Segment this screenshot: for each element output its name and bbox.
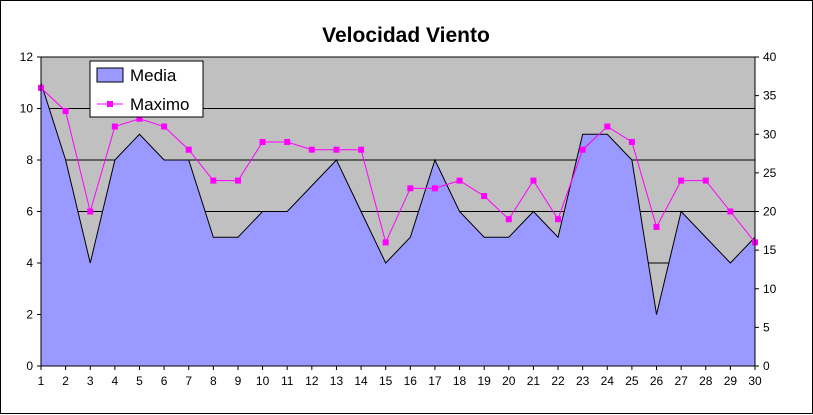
right-tick-label: 40 xyxy=(763,50,777,64)
x-tick-label: 18 xyxy=(453,374,467,388)
maximo-point xyxy=(678,177,685,184)
maximo-line-layer xyxy=(38,84,758,246)
maximo-point xyxy=(185,146,192,153)
left-tick-label: 6 xyxy=(26,205,33,219)
x-tick-label: 29 xyxy=(724,374,738,388)
left-tick-label: 2 xyxy=(26,308,33,322)
x-tick-label: 17 xyxy=(428,374,442,388)
left-axis-ticks: 0 2 4 6 8 10 12 xyxy=(20,50,41,373)
maximo-point xyxy=(456,177,463,184)
legend-media-swatch xyxy=(96,67,124,83)
left-tick-label: 8 xyxy=(26,153,33,167)
x-tick-label: 7 xyxy=(185,374,192,388)
maximo-point xyxy=(382,239,389,246)
legend-media-label: Media xyxy=(130,66,177,85)
maximo-point xyxy=(136,115,143,122)
maximo-point xyxy=(284,138,291,145)
x-axis-ticks: 1 2 3 4 5 6 7 8 9 10 11 12 13 14 15 16 17 18 19 20 21 22 23 24 2… xyxy=(38,366,762,388)
x-tick-label: 19 xyxy=(477,374,491,388)
right-tick-label: 30 xyxy=(763,127,777,141)
maximo-point xyxy=(481,193,488,200)
x-tick-label: 30 xyxy=(748,374,762,388)
media-area xyxy=(41,82,755,366)
x-tick-label: 8 xyxy=(210,374,217,388)
maximo-point xyxy=(555,216,562,223)
legend-maximo-label: Maximo xyxy=(130,95,190,114)
maximo-point xyxy=(259,138,266,145)
x-tick-label: 22 xyxy=(551,374,565,388)
x-tick-label: 16 xyxy=(404,374,418,388)
x-tick-label: 27 xyxy=(674,374,688,388)
left-tick-label: 10 xyxy=(20,102,34,116)
chart-title: Velocidad Viento xyxy=(322,24,490,47)
x-tick-label: 13 xyxy=(330,374,344,388)
right-tick-label: 15 xyxy=(763,243,777,257)
x-tick-label: 10 xyxy=(256,374,270,388)
x-tick-label: 3 xyxy=(87,374,94,388)
x-tick-label: 9 xyxy=(235,374,242,388)
maximo-point xyxy=(407,185,414,192)
x-tick-label: 4 xyxy=(112,374,119,388)
x-tick-label: 11 xyxy=(281,374,294,388)
maximo-point xyxy=(604,123,611,130)
x-tick-label: 28 xyxy=(699,374,713,388)
media-area-layer xyxy=(40,82,756,366)
media-area-outline xyxy=(40,82,756,315)
maximo-point xyxy=(530,177,537,184)
maximo-point xyxy=(62,108,69,115)
left-tick-label: 12 xyxy=(20,50,34,64)
x-tick-label: 5 xyxy=(136,374,143,388)
x-tick-label: 26 xyxy=(650,374,664,388)
x-tick-label: 14 xyxy=(354,374,368,388)
right-tick-label: 10 xyxy=(763,282,777,296)
right-tick-label: 20 xyxy=(763,205,777,219)
maximo-line xyxy=(40,87,756,244)
maximo-point xyxy=(727,208,734,215)
left-tick-label: 4 xyxy=(26,256,33,270)
x-tick-label: 2 xyxy=(62,374,69,388)
maximo-point xyxy=(702,177,709,184)
maximo-point xyxy=(505,216,512,223)
x-tick-label: 20 xyxy=(502,374,516,388)
x-tick-label: 15 xyxy=(379,374,393,388)
maximo-point xyxy=(87,208,94,215)
maximo-point xyxy=(161,123,168,130)
right-tick-label: 35 xyxy=(763,89,777,103)
x-tick-label: 12 xyxy=(305,374,319,388)
maximo-point xyxy=(653,223,660,230)
maximo-point xyxy=(210,177,217,184)
right-tick-label: 5 xyxy=(763,320,770,334)
legend: Media Maximo xyxy=(89,60,204,118)
maximo-point xyxy=(579,146,586,153)
maximo-point xyxy=(308,146,315,153)
maximo-point xyxy=(628,138,635,145)
legend-maximo-marker xyxy=(107,101,113,107)
x-tick-label: 1 xyxy=(38,374,45,388)
maximo-point xyxy=(111,123,118,130)
maximo-point xyxy=(358,146,365,153)
x-tick-label: 24 xyxy=(601,374,615,388)
maximo-point xyxy=(333,146,340,153)
maximo-point xyxy=(431,185,438,192)
right-tick-label: 25 xyxy=(763,166,777,180)
x-tick-label: 25 xyxy=(625,374,639,388)
left-tick-label: 0 xyxy=(26,359,33,373)
right-axis-ticks: 0 5 10 15 20 25 30 35 40 xyxy=(755,50,777,373)
x-tick-label: 23 xyxy=(576,374,590,388)
maximo-point xyxy=(234,177,241,184)
x-tick-label: 6 xyxy=(161,374,168,388)
right-tick-label: 0 xyxy=(763,359,770,373)
x-tick-label: 21 xyxy=(527,374,541,388)
